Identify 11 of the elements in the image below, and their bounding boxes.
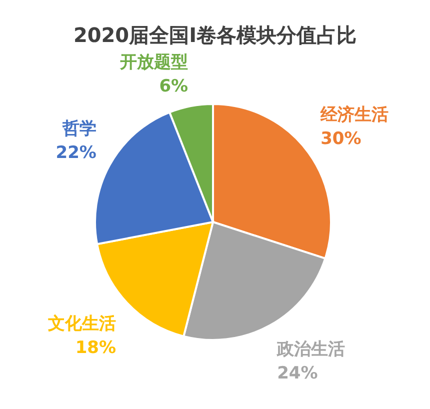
data-label: 24%	[277, 364, 318, 384]
slice-label: 文化生活	[47, 314, 116, 334]
slice-label: 政治生活	[276, 340, 346, 360]
slice-label: 哲学	[61, 118, 96, 139]
slice-label: 开放题型	[119, 52, 188, 72]
data-label: 22%	[56, 142, 96, 163]
data-label: 30%	[320, 128, 362, 149]
chart-title: 2020届全国I卷各模块分值占比	[73, 23, 357, 47]
slice-label: 经济生活	[320, 104, 389, 125]
data-label: 6%	[159, 76, 188, 96]
data-label: 18%	[75, 338, 116, 358]
